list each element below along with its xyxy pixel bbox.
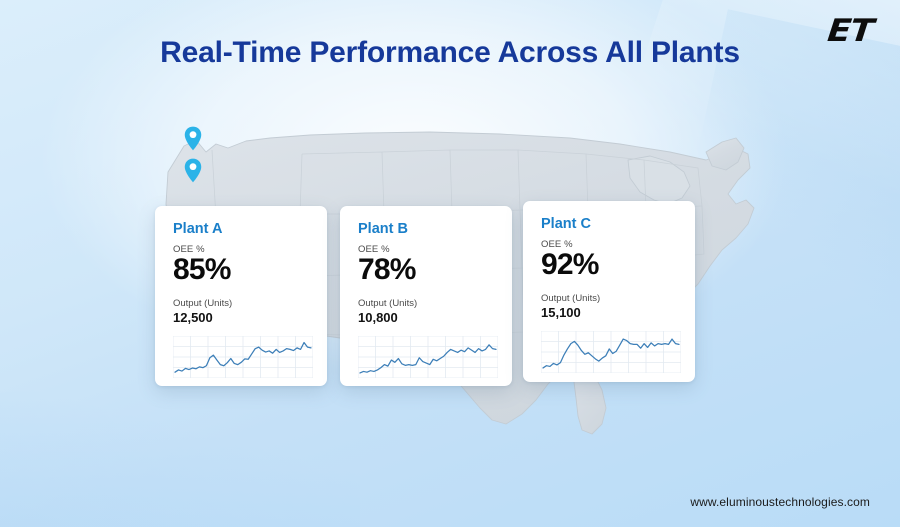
page-title: Real-Time Performance Across All Plants — [160, 36, 740, 69]
plant-pin-2-icon[interactable] — [184, 158, 202, 183]
plant-card-c-output-value: 15,100 — [541, 305, 581, 321]
plant-pin-1-icon[interactable] — [184, 126, 202, 151]
plant-card-b-oee-value: 78% — [358, 253, 416, 287]
plant-card-c-output-label: Output (Units) — [541, 292, 601, 304]
plant-card-c[interactable]: Plant C OEE % 92% Output (Units) 15,100 — [523, 201, 695, 382]
plant-card-a-output-label: Output (Units) — [173, 297, 233, 309]
plant-card-c-sparkline — [541, 330, 681, 373]
plant-card-a-oee-label: OEE % — [173, 243, 205, 255]
plant-card-a-title: Plant A — [173, 221, 223, 237]
plant-card-b-title: Plant B — [358, 221, 408, 237]
plant-card-b-sparkline — [358, 335, 498, 378]
plant-card-b-output-value: 10,800 — [358, 310, 398, 326]
plant-card-b-oee-label: OEE % — [358, 243, 390, 255]
plant-card-a-output-value: 12,500 — [173, 310, 213, 326]
plant-card-a-oee-value: 85% — [173, 253, 231, 287]
plant-card-b-output-label: Output (Units) — [358, 297, 418, 309]
plant-card-c-title: Plant C — [541, 216, 591, 232]
plant-card-a[interactable]: Plant A OEE % 85% Output (Units) 12,500 — [155, 206, 327, 386]
footer-url: www.eluminoustechnologies.com — [690, 495, 870, 509]
plant-card-c-oee-value: 92% — [541, 248, 599, 282]
plant-card-a-sparkline — [173, 335, 313, 378]
plant-card-b[interactable]: Plant B OEE % 78% Output (Units) 10,800 — [340, 206, 512, 386]
plant-card-c-oee-label: OEE % — [541, 238, 573, 250]
